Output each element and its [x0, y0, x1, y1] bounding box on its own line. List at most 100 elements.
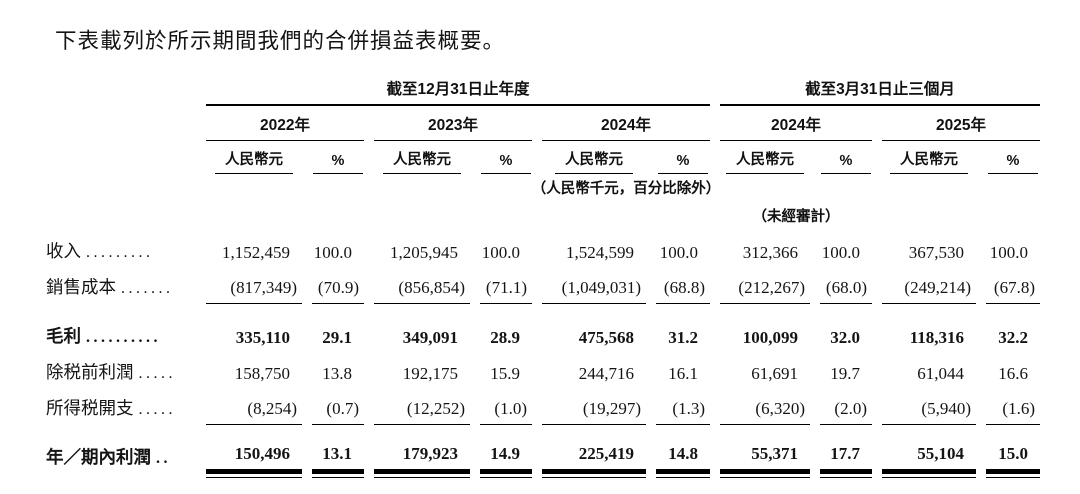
spacer-cell	[34, 141, 196, 174]
row-label: 所得税開支.....	[34, 389, 196, 425]
subheader-percent: %	[820, 141, 872, 174]
dot-leader: ..........	[86, 329, 161, 346]
cell-value: 100.0	[481, 243, 520, 262]
row-gap	[34, 304, 1040, 317]
row-label-text: 收入	[46, 241, 81, 261]
row-gap-cell	[34, 304, 1040, 317]
table-row: 年／期內利潤.. 150,496 13.1 179,923 14.9 225,419 14.…	[34, 438, 1040, 474]
cell-value: (1.0)	[480, 389, 532, 425]
year-header-2024-q1: 2024年	[720, 106, 872, 141]
cell-value: 32.2	[998, 328, 1028, 347]
cell-value: (67.8)	[986, 268, 1040, 304]
cell-value: (68.8)	[656, 268, 710, 304]
double-rule-line	[312, 474, 364, 478]
double-rule-line	[206, 474, 302, 478]
subheader-row: 人民幣元 % 人民幣元 % 人民幣元 % 人民幣元 % 人民幣元 %	[34, 141, 1040, 174]
row-label: 除税前利潤.....	[34, 353, 196, 389]
table-row: 毛利.......... 335,110 29.1 349,091 28.9 475,56…	[34, 317, 1040, 353]
double-rule-line	[656, 474, 710, 478]
table-row: 所得税開支..... (8,254) (0.7) (12,252) (1.0) (19,2…	[34, 389, 1040, 425]
cell-value: 225,419	[542, 438, 646, 474]
spacer-cell	[34, 198, 710, 232]
cell-value: 475,568	[578, 328, 634, 347]
double-rule-line	[480, 474, 532, 478]
cell-value: 1,205,945	[390, 243, 458, 262]
cell-value: (0.7)	[312, 389, 364, 425]
dot-leader: .....	[138, 401, 176, 418]
cell-value: 312,366	[742, 243, 798, 262]
cell-value: (1,049,031)	[542, 268, 646, 304]
double-rule-line	[986, 474, 1040, 478]
row-gap-cell	[34, 425, 1040, 438]
cell-value: 16.6	[998, 364, 1028, 383]
cell-value: 192,175	[402, 364, 458, 383]
cell-value: 17.7	[820, 438, 872, 474]
cell-value: 55,104	[882, 438, 976, 474]
row-label-text: 毛利	[46, 326, 81, 346]
cell-value: 31.2	[668, 328, 698, 347]
double-rule-line	[820, 474, 872, 478]
subheader-percent: %	[480, 141, 532, 174]
cell-value: (12,252)	[374, 389, 470, 425]
subheader-currency: 人民幣元	[374, 141, 470, 174]
cell-value: 14.9	[480, 438, 532, 474]
cell-value: 100,099	[742, 328, 798, 347]
year-header-row: 2022年 2023年 2024年 2024年 2025年	[34, 106, 1040, 141]
cell-value: 349,091	[402, 328, 458, 347]
cell-value: 244,716	[578, 364, 634, 383]
table-body: 收入......... 1,152,459 100.0 1,205,945 100.0 1…	[34, 232, 1040, 478]
subheader-percent: %	[986, 141, 1040, 174]
group-header-quarter: 截至3月31日止三個月	[720, 77, 1040, 106]
cell-value: 100.0	[821, 243, 860, 262]
cell-value: 13.8	[322, 364, 352, 383]
cell-value: (2.0)	[820, 389, 872, 425]
year-header-2024: 2024年	[542, 106, 710, 141]
cell-value: 100.0	[989, 243, 1028, 262]
dot-leader: ..	[156, 450, 171, 467]
cell-value: 179,923	[374, 438, 470, 474]
spacer-cell	[34, 77, 196, 106]
spacer-cell	[34, 474, 196, 478]
year-header-2023: 2023年	[374, 106, 532, 141]
cell-value: (212,267)	[720, 268, 810, 304]
group-header-annual: 截至12月31日止年度	[206, 77, 710, 106]
spacer-cell	[882, 198, 1040, 232]
cell-value: (6,320)	[720, 389, 810, 425]
cell-value: 367,530	[908, 243, 964, 262]
spacer-cell	[720, 174, 1040, 198]
dot-leader: .......	[121, 280, 174, 297]
row-label: 收入.........	[34, 232, 196, 268]
row-label: 毛利..........	[34, 317, 196, 353]
unaudited-note-row: （未經審計）	[34, 198, 1040, 232]
cell-value: (1.3)	[656, 389, 710, 425]
page-title: 下表載列於所示期間我們的合併損益表概要。	[55, 29, 506, 53]
row-label: 銷售成本.......	[34, 268, 196, 304]
subheader-currency: 人民幣元	[542, 141, 646, 174]
cell-value: 118,316	[909, 328, 964, 347]
group-header-row: 截至12月31日止年度 截至3月31日止三個月	[34, 77, 1040, 106]
subheader-currency: 人民幣元	[206, 141, 302, 174]
cell-value: 61,691	[751, 364, 798, 383]
subheader-percent: %	[312, 141, 364, 174]
cell-value: (817,349)	[206, 268, 302, 304]
double-rule-line	[542, 474, 646, 478]
units-note: （人民幣千元，百分比除外）	[531, 181, 721, 197]
double-rule-line	[374, 474, 470, 478]
table-row: 收入......... 1,152,459 100.0 1,205,945 100.0 1…	[34, 232, 1040, 268]
subheader-currency: 人民幣元	[882, 141, 976, 174]
table-row: 銷售成本....... (817,349) (70.9) (856,854) (71.1…	[34, 268, 1040, 304]
cell-value: 100.0	[659, 243, 698, 262]
row-label-text: 銷售成本	[46, 277, 116, 297]
cell-value: 29.1	[322, 328, 352, 347]
double-rule-line	[720, 474, 810, 478]
cell-value: (856,854)	[374, 268, 470, 304]
cell-value: 15.9	[490, 364, 520, 383]
row-label-text: 除税前利潤	[46, 362, 134, 382]
year-header-2025-q1: 2025年	[882, 106, 1040, 141]
cell-value: 150,496	[206, 438, 302, 474]
cell-value: (249,214)	[882, 268, 976, 304]
cell-value: 158,750	[234, 364, 290, 383]
double-rule-row	[34, 474, 1040, 478]
cell-value: 28.9	[490, 328, 520, 347]
row-label-text: 年／期內利潤	[46, 447, 151, 467]
